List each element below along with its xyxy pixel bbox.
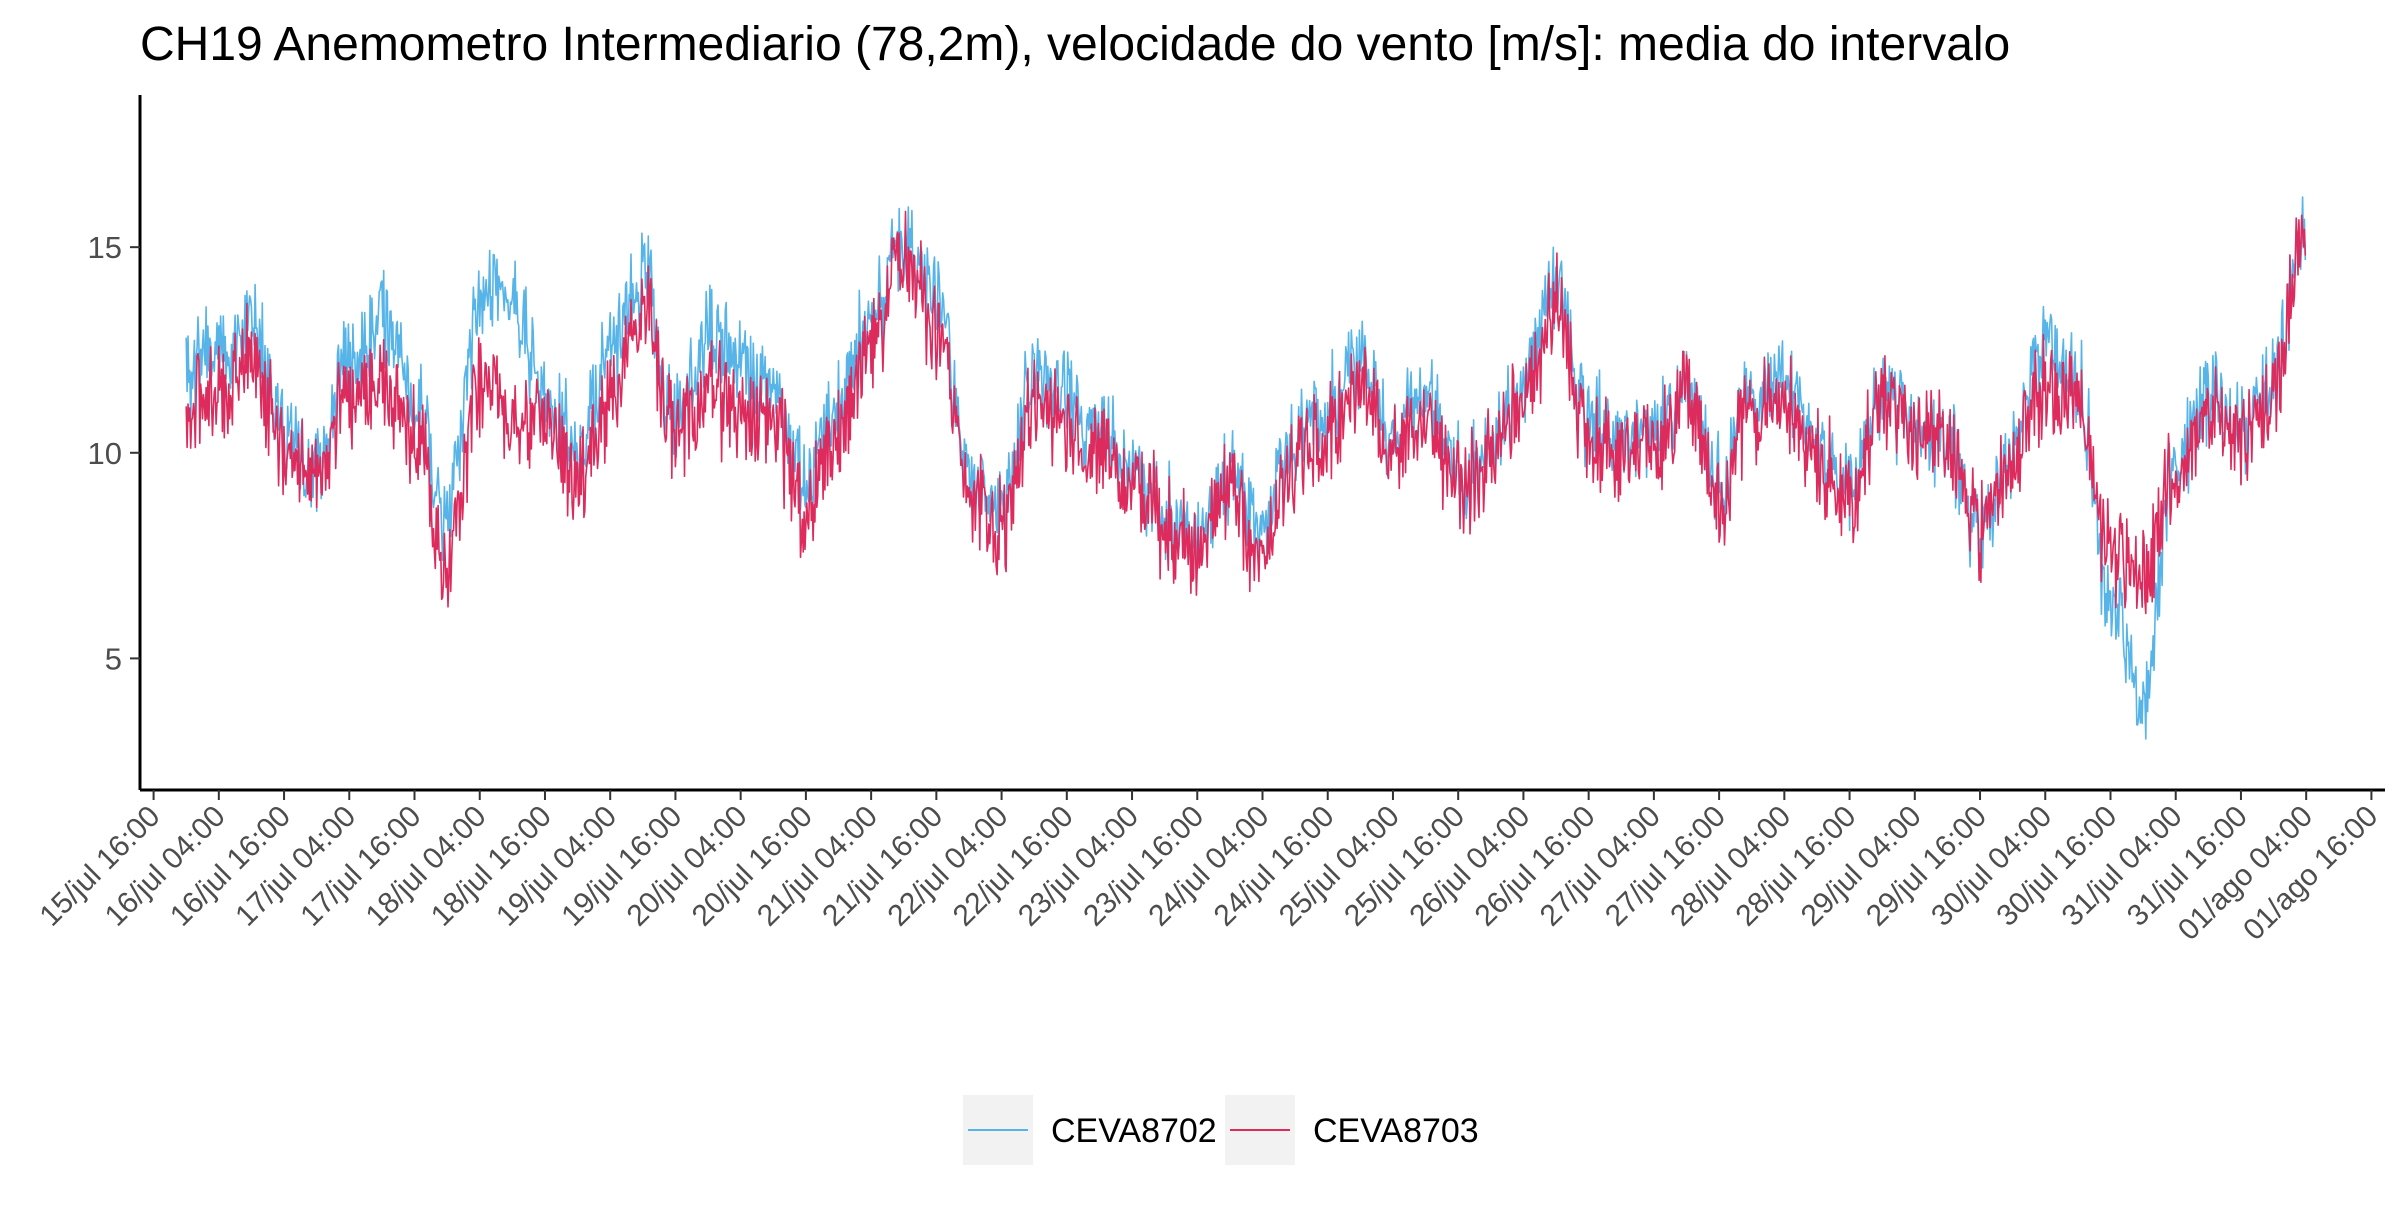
y-tick-label: 5 <box>105 641 122 676</box>
legend-label: CEVA8702 <box>1051 1112 1217 1150</box>
legend: CEVA8702 CEVA8703 <box>963 1095 1479 1165</box>
y-tick-label: 10 <box>88 436 122 471</box>
series-line-ceva8702 <box>185 196 2307 740</box>
chart-title: CH19 Anemometro Intermediario (78,2m), v… <box>140 18 2010 71</box>
y-tick-label: 15 <box>88 230 122 265</box>
series-line-ceva8703 <box>185 210 2307 615</box>
series-layer <box>185 196 2307 740</box>
legend-label: CEVA8703 <box>1313 1112 1479 1150</box>
